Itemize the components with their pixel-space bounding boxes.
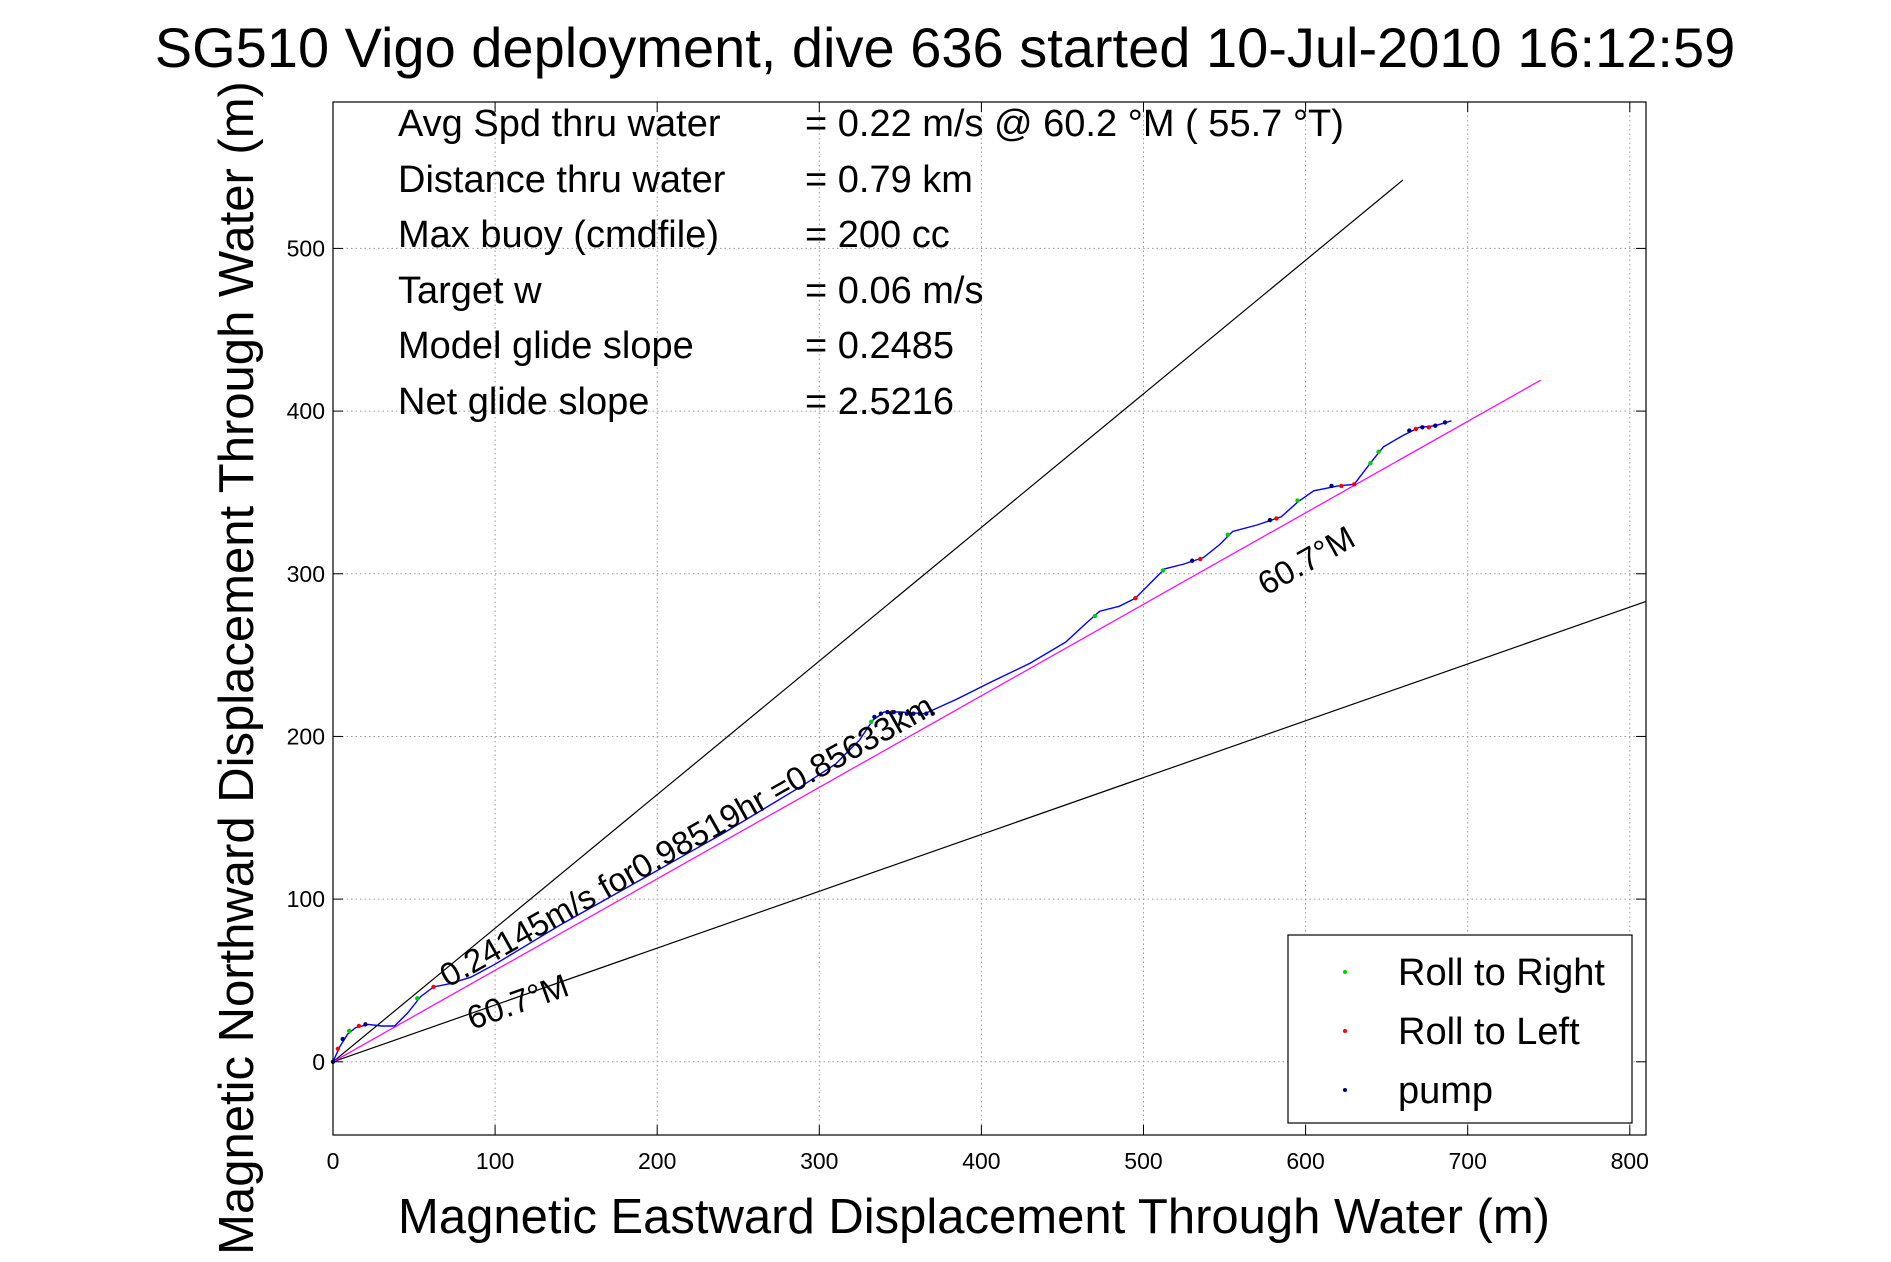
reference-line: [332, 379, 1541, 1063]
x-tick-label: 800: [1611, 1148, 1649, 1174]
y-tick-label: 500: [287, 235, 325, 261]
legend-label-pump: pump: [1398, 1070, 1493, 1112]
roll-to-right-marker: [1368, 460, 1373, 466]
stat-label: Model glide slope: [398, 325, 694, 367]
pump-marker: [891, 709, 897, 715]
roll-to-left-marker: [1339, 483, 1344, 489]
roll-to-left-marker: [335, 1046, 341, 1051]
pump-marker: [878, 711, 884, 716]
roll-to-right-marker: [1295, 498, 1300, 503]
pump-marker: [1420, 425, 1425, 430]
stat-label: Target w: [398, 270, 542, 312]
x-tick-label: 600: [1286, 1148, 1324, 1174]
axis-ticks: 0 100 200 300 400 500 600 700 800 0 100 200 300 400 50…: [287, 102, 1649, 1174]
x-tick-label: 400: [962, 1148, 1000, 1174]
y-axis-label: Magnetic Northward Displacement Through …: [210, 81, 264, 1255]
x-tick-label: 100: [476, 1148, 514, 1174]
x-tick-label: 500: [1124, 1148, 1162, 1174]
stat-label: Net glide slope: [398, 381, 649, 423]
x-tick-label: 0: [327, 1148, 340, 1174]
stat-value: = 200 cc: [805, 214, 950, 256]
pump-marker: [911, 711, 916, 716]
pump-marker: [1433, 423, 1438, 428]
x-axis-label: Magnetic Eastward Displacement Through W…: [398, 1190, 1550, 1244]
y-tick-label: 200: [287, 723, 325, 749]
event-markers: [330, 420, 1448, 1064]
pump-marker: [363, 1022, 368, 1027]
stats-block: Avg Spd thru water = 0.22 m/s @ 60.2 °M …: [398, 103, 1344, 423]
roll-to-left-marker: [1198, 556, 1203, 562]
legend-marker-roll-right: [1343, 970, 1347, 974]
stat-value: = 0.79 km: [805, 159, 973, 201]
pump-marker: [1407, 428, 1412, 433]
roll-to-right-marker: [1225, 532, 1230, 537]
pump-marker: [930, 711, 935, 716]
pump-marker: [885, 709, 890, 715]
pump-marker: [1267, 517, 1273, 523]
pump-marker: [1189, 558, 1195, 563]
roll-to-right-marker: [868, 719, 874, 724]
legend-marker-pump: [1343, 1088, 1347, 1092]
roll-to-right-marker: [1092, 613, 1098, 619]
stat-value: = 0.22 m/s @ 60.2 °M ( 55.7 °T): [805, 103, 1344, 145]
legend-marker-roll-left: [1343, 1029, 1347, 1033]
stat-label: Avg Spd thru water: [398, 103, 721, 145]
legend-label-roll-left: Roll to Left: [1398, 1011, 1580, 1053]
stat-value: = 0.2485: [805, 325, 954, 367]
roll-to-left-marker: [356, 1023, 362, 1029]
stat-label: Max buoy (cmdfile): [398, 214, 719, 256]
pump-marker: [1329, 483, 1334, 489]
pump-marker: [898, 711, 903, 716]
roll-to-left-marker: [1352, 482, 1357, 487]
y-tick-label: 0: [312, 1049, 325, 1075]
roll-to-left-marker: [1274, 516, 1279, 521]
roll-to-right-marker: [1160, 568, 1166, 573]
reference-line: [332, 600, 1647, 1063]
roll-to-right-marker: [347, 1028, 352, 1034]
x-tick-label: 700: [1449, 1148, 1487, 1174]
roll-to-left-marker: [1133, 595, 1138, 601]
y-tick-label: 100: [287, 886, 325, 912]
x-tick-label: 300: [800, 1148, 838, 1174]
roll-to-left-marker: [1426, 425, 1431, 430]
y-tick-label: 400: [287, 398, 325, 424]
pump-marker: [872, 714, 877, 720]
legend-label-roll-right: Roll to Right: [1398, 952, 1605, 994]
x-tick-label: 200: [638, 1148, 676, 1174]
stat-value: = 0.06 m/s: [805, 270, 983, 312]
pump-marker: [924, 711, 929, 716]
stat-value: = 2.5216: [805, 381, 954, 423]
reference-lines: [332, 179, 1647, 1063]
legend: Roll to Right Roll to Left pump: [1287, 934, 1633, 1124]
pump-marker: [904, 711, 910, 716]
roll-to-left-marker: [431, 984, 436, 990]
reference-line: [332, 179, 1404, 1063]
pump-marker: [340, 1036, 345, 1042]
chart-title: SG510 Vigo deployment, dive 636 started …: [155, 16, 1736, 79]
roll-to-right-marker: [1376, 449, 1381, 454]
axes-box: [332, 101, 1647, 1136]
stat-label: Distance thru water: [398, 159, 726, 201]
pump-marker: [1442, 420, 1448, 425]
roll-to-right-marker: [415, 996, 420, 1001]
pump-marker: [917, 711, 922, 716]
roll-to-left-marker: [1413, 426, 1419, 432]
y-tick-label: 300: [287, 561, 325, 587]
